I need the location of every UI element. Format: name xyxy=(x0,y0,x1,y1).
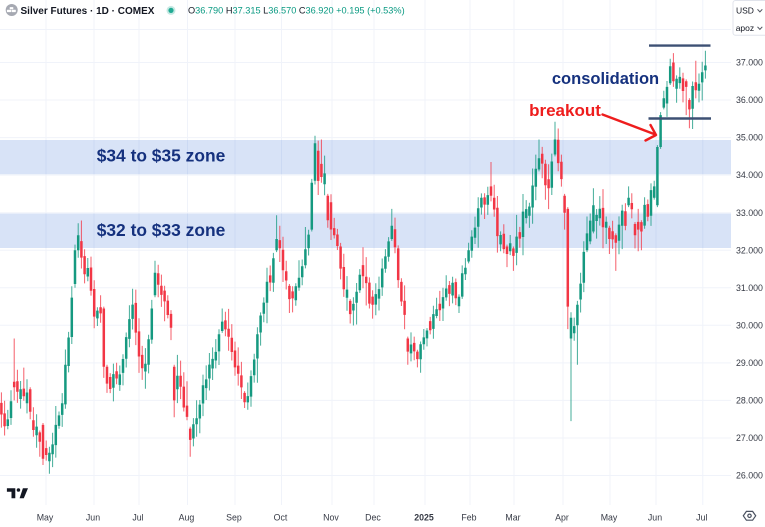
svg-text:32.000: 32.000 xyxy=(736,245,763,255)
svg-text:breakout: breakout xyxy=(529,101,601,120)
svg-text:USD: USD xyxy=(736,5,754,15)
svg-text:29.000: 29.000 xyxy=(736,358,763,368)
svg-text:26.000: 26.000 xyxy=(736,471,763,481)
svg-text:28.000: 28.000 xyxy=(736,396,763,406)
svg-text:$34 to $35 zone: $34 to $35 zone xyxy=(97,146,226,166)
svg-text:Nov: Nov xyxy=(323,512,339,522)
svg-text:Oct: Oct xyxy=(274,512,288,522)
svg-text:Sep: Sep xyxy=(226,512,242,522)
svg-text:Feb: Feb xyxy=(461,512,476,522)
svg-text:O36.790 H37.315 L36.570 C36.92: O36.790 H37.315 L36.570 C36.920 +0.195 (… xyxy=(188,5,405,15)
svg-text:Jul: Jul xyxy=(696,512,707,522)
svg-text:Aug: Aug xyxy=(179,512,195,522)
svg-text:Jun: Jun xyxy=(86,512,100,522)
svg-text:May: May xyxy=(601,512,618,522)
svg-text:Jul: Jul xyxy=(132,512,143,522)
svg-text:33.000: 33.000 xyxy=(736,208,763,218)
svg-text:30.000: 30.000 xyxy=(736,320,763,330)
svg-text:34.000: 34.000 xyxy=(736,170,763,180)
svg-text:35.000: 35.000 xyxy=(736,133,763,143)
svg-text:Dec: Dec xyxy=(365,512,381,522)
svg-text:Jun: Jun xyxy=(648,512,662,522)
svg-text:consolidation: consolidation xyxy=(552,70,659,88)
svg-text:31.000: 31.000 xyxy=(736,283,763,293)
svg-text:Apr: Apr xyxy=(555,512,569,522)
svg-text:May: May xyxy=(37,512,54,522)
svg-text:Silver Futures · 1D · COMEX: Silver Futures · 1D · COMEX xyxy=(21,6,155,17)
svg-text:36.000: 36.000 xyxy=(736,95,763,105)
svg-text:27.000: 27.000 xyxy=(736,433,763,443)
svg-text:Mar: Mar xyxy=(505,512,520,522)
svg-text:2025: 2025 xyxy=(414,512,434,522)
svg-text:$32 to $33 zone: $32 to $33 zone xyxy=(97,220,226,240)
svg-text:37.000: 37.000 xyxy=(736,58,763,68)
svg-text:apoz: apoz xyxy=(736,23,754,33)
